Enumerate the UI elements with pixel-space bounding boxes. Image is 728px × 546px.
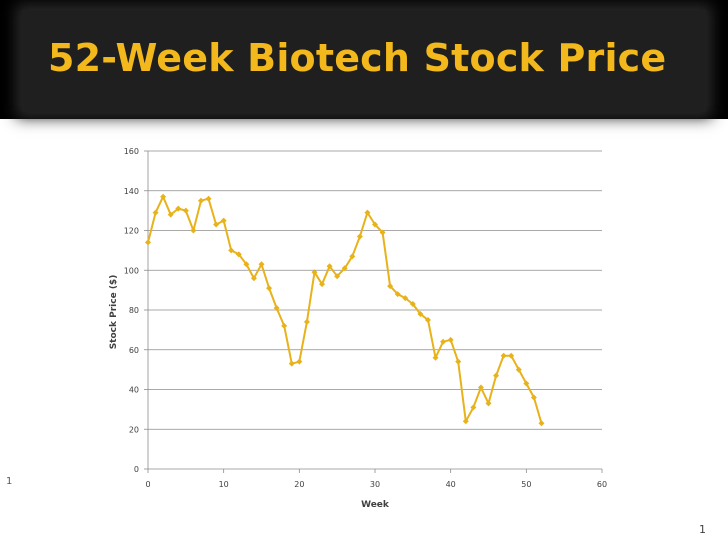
page-number: 1 bbox=[699, 523, 706, 536]
data-point bbox=[303, 318, 310, 325]
data-point bbox=[228, 247, 235, 254]
data-point bbox=[462, 418, 469, 425]
data-point bbox=[455, 358, 462, 365]
data-point bbox=[493, 372, 500, 379]
axes bbox=[144, 150, 603, 473]
data-point bbox=[538, 420, 545, 427]
data-point bbox=[205, 195, 212, 202]
slide-title: 52-Week Biotech Stock Price bbox=[48, 36, 667, 80]
data-point bbox=[485, 400, 492, 407]
data-point bbox=[379, 229, 386, 236]
data-point bbox=[175, 205, 182, 212]
side-number: 1 bbox=[6, 476, 13, 487]
x-tick-label: 30 bbox=[370, 480, 380, 489]
data-point bbox=[530, 394, 537, 401]
tick-labels: 0 20 40 60 80 100 120 140 160 0 10 20 30 40 50 60 bbox=[124, 147, 607, 489]
data-point bbox=[250, 275, 257, 282]
y-tick-label: 60 bbox=[129, 346, 139, 355]
data-point bbox=[190, 227, 197, 234]
data-point bbox=[508, 352, 515, 359]
data-point bbox=[326, 263, 333, 270]
data-point bbox=[387, 283, 394, 290]
title-box bbox=[22, 10, 706, 112]
data-point bbox=[281, 322, 288, 329]
x-tick-label: 50 bbox=[521, 480, 531, 489]
data-point bbox=[394, 291, 401, 298]
data-point bbox=[160, 193, 167, 200]
y-tick-label: 140 bbox=[124, 187, 139, 196]
y-axis-title: Stock Price ($) bbox=[109, 275, 119, 350]
grid-lines bbox=[148, 150, 602, 430]
data-point bbox=[182, 207, 189, 214]
x-tick-label: 40 bbox=[446, 480, 456, 489]
data-point bbox=[167, 211, 174, 218]
data-point bbox=[424, 316, 431, 323]
data-point bbox=[432, 354, 439, 361]
data-point bbox=[311, 269, 318, 276]
data-point bbox=[213, 221, 220, 228]
title-band: 52-Week Biotech Stock Price bbox=[0, 0, 728, 119]
data-point bbox=[152, 209, 159, 216]
data-point bbox=[296, 358, 303, 365]
data-point bbox=[364, 209, 371, 216]
data-point bbox=[258, 261, 265, 268]
y-tick-label: 160 bbox=[124, 147, 139, 156]
data-point bbox=[356, 233, 363, 240]
data-point bbox=[319, 281, 326, 288]
data-point bbox=[288, 360, 295, 367]
data-point bbox=[409, 301, 416, 308]
y-tick-label: 120 bbox=[124, 227, 139, 236]
data-point bbox=[235, 251, 242, 258]
data-point bbox=[341, 265, 348, 272]
data-point bbox=[145, 239, 151, 246]
data-point bbox=[515, 366, 522, 373]
data-point bbox=[477, 384, 484, 391]
y-tick-label: 0 bbox=[134, 465, 139, 474]
data-point bbox=[243, 261, 250, 268]
y-tick-label: 40 bbox=[129, 386, 139, 395]
x-tick-label: 0 bbox=[145, 480, 150, 489]
data-point bbox=[349, 253, 356, 260]
x-axis-title: Week bbox=[361, 500, 390, 510]
data-point bbox=[402, 295, 409, 302]
y-tick-label: 100 bbox=[124, 266, 139, 275]
data-point bbox=[500, 352, 507, 359]
y-tick-label: 20 bbox=[129, 425, 139, 434]
data-point bbox=[220, 217, 227, 224]
data-point bbox=[447, 336, 454, 343]
data-point bbox=[470, 404, 477, 411]
y-tick-label: 80 bbox=[129, 306, 139, 315]
x-tick-label: 10 bbox=[219, 480, 229, 489]
data-point bbox=[372, 221, 378, 228]
data-point bbox=[266, 285, 273, 292]
x-tick-label: 20 bbox=[294, 480, 304, 489]
data-point bbox=[334, 273, 341, 280]
data-point bbox=[523, 380, 530, 387]
series-layer bbox=[145, 193, 545, 427]
x-tick-label: 60 bbox=[597, 480, 607, 489]
data-point bbox=[273, 305, 280, 312]
data-point bbox=[440, 338, 447, 345]
data-point bbox=[197, 197, 204, 204]
data-point bbox=[417, 310, 424, 317]
